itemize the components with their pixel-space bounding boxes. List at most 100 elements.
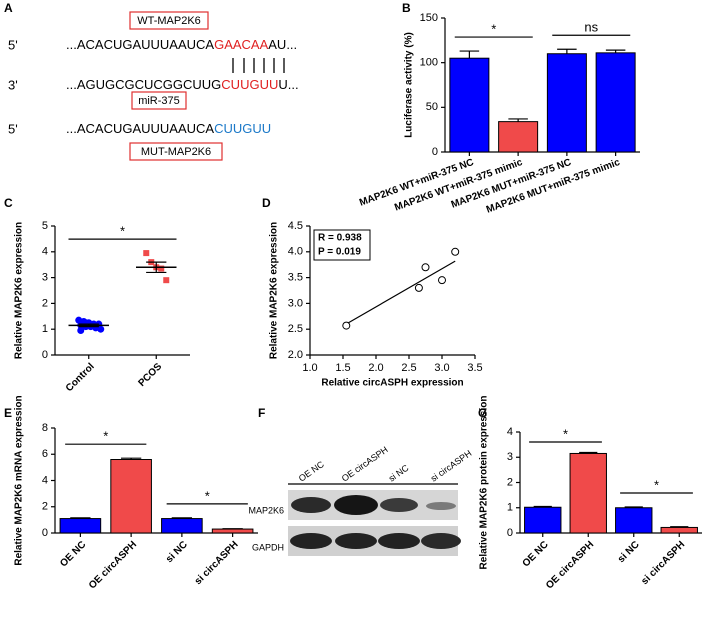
bar: [546, 53, 587, 153]
band: [426, 502, 456, 510]
point: [143, 250, 150, 257]
label-box: [131, 91, 187, 110]
significance-label: *: [563, 426, 568, 441]
bar: [569, 452, 607, 534]
bar: [161, 518, 203, 534]
bar: [59, 518, 102, 534]
label-box: [129, 11, 209, 30]
x-tick-label: OE NC: [521, 539, 551, 569]
y-tick-label: 50: [426, 101, 438, 113]
sequence: ...AGUGCGCUCGGCUUGCUUGUUU...: [66, 77, 299, 92]
y-tick-label: 100: [420, 57, 438, 69]
band: [378, 533, 420, 549]
y-tick-label: 4.5: [288, 220, 303, 232]
seq: ...ACACUGAUUUAAUCA: [66, 121, 214, 136]
seq: ...AGUGCGCUCGGCUUG: [66, 77, 221, 92]
y-tick-label: 0: [42, 349, 48, 361]
panel-label: G: [478, 406, 487, 420]
x-axis-label: Relative circASPH expression: [321, 378, 463, 389]
row-label: GAPDH: [252, 542, 284, 552]
significance-label: *: [205, 488, 210, 503]
y-tick-label: 6: [42, 448, 48, 460]
stats-box: [313, 229, 371, 261]
box-label: WT-MAP2K6: [137, 15, 201, 27]
sequence: ...ACACUGAUUUAAUCACUUGUU: [66, 121, 271, 136]
point: [158, 265, 165, 272]
y-tick-label: 2.5: [288, 323, 303, 335]
y-tick-label: 3.0: [288, 297, 303, 309]
significance-label: *: [120, 224, 125, 239]
band: [290, 533, 332, 549]
box-label: miR-375: [138, 95, 180, 107]
bar: [110, 459, 152, 534]
panel-a: A WT-MAP2K6 5' ...ACACUGAUUUAAUCAGAACAAA…: [4, 1, 299, 161]
point: [438, 276, 446, 285]
seq-end: 3': [8, 77, 18, 92]
band: [334, 495, 378, 515]
chart-panel: E Relative MAP2K6 mRNA expression 0 2 4 6 8 OE …: [4, 395, 258, 591]
chart-panel: D Relative MAP2K6 expression 2.0 2.5 3.0 3.5 4…: [262, 196, 483, 388]
pairing: [232, 58, 285, 73]
point: [97, 325, 105, 333]
y-tick-label: 1: [507, 502, 513, 514]
y-tick-label: 4: [507, 426, 513, 438]
band: [291, 497, 331, 513]
y-tick-label: 4.0: [288, 246, 303, 258]
seq: U...: [278, 77, 298, 92]
stats-label: R = 0.938: [318, 233, 362, 244]
x-tick-label: Control: [64, 361, 97, 394]
x-tick-label: 3.0: [434, 362, 449, 374]
significance-label: *: [491, 21, 496, 36]
label-box: [129, 142, 223, 161]
seq: ...ACACUGAUUUAAUCA: [66, 37, 214, 52]
band: [380, 498, 418, 512]
bar: [498, 121, 539, 153]
panel-f: F OE NC OE circASPH si NC si circASPH MA…: [248, 406, 473, 556]
y-tick-label: 2: [507, 476, 513, 488]
band: [421, 533, 461, 549]
seq-end: 5': [8, 121, 18, 136]
band: [335, 533, 377, 549]
panel-label: F: [258, 406, 265, 420]
bar: [524, 506, 562, 534]
y-tick-label: 8: [42, 422, 48, 434]
fit-line: [345, 260, 456, 325]
x-tick-label: 1.5: [335, 362, 350, 374]
y-axis-label: Relative MAP2K6 mRNA expression: [14, 395, 25, 565]
point: [414, 283, 423, 292]
panel-label: C: [4, 196, 13, 210]
y-tick-label: 1: [42, 323, 48, 335]
y-tick-label: 0: [42, 527, 48, 539]
x-tick-label: PCOS: [136, 361, 164, 389]
lane-label: OE NC: [297, 459, 326, 484]
y-tick-label: 5: [42, 220, 48, 232]
x-tick-label: 2.5: [401, 362, 416, 374]
x-tick-label: OE NC: [58, 539, 88, 569]
y-axis-label: Luciferase activity (%): [404, 32, 415, 138]
y-tick-label: 4: [42, 246, 48, 258]
bar: [449, 57, 490, 153]
x-tick-label: 3.5: [467, 362, 482, 374]
seed: GAACAA: [214, 37, 269, 52]
point: [163, 277, 170, 284]
seq: AU...: [268, 37, 297, 52]
x-tick-label: si NC: [616, 539, 642, 565]
y-tick-label: 0: [432, 146, 438, 158]
lane-label: OE circASPH: [340, 444, 390, 483]
y-tick-label: 4: [42, 474, 48, 486]
bar: [615, 507, 653, 534]
significance-label: ns: [584, 20, 598, 35]
x-tick-label: 1.0: [302, 362, 317, 374]
y-axis-label: Relative MAP2K6 expression: [269, 222, 280, 359]
x-tick-label: si circASPH: [639, 539, 687, 587]
x-tick-label: OE circASPH: [87, 539, 139, 591]
stats-label: P = 0.019: [318, 247, 361, 258]
x-tick-label: si NC: [164, 539, 190, 565]
lane-label: si NC: [387, 462, 411, 483]
y-tick-label: 3: [42, 272, 48, 284]
y-tick-label: 3.5: [288, 272, 303, 284]
y-tick-label: 2: [42, 501, 48, 513]
